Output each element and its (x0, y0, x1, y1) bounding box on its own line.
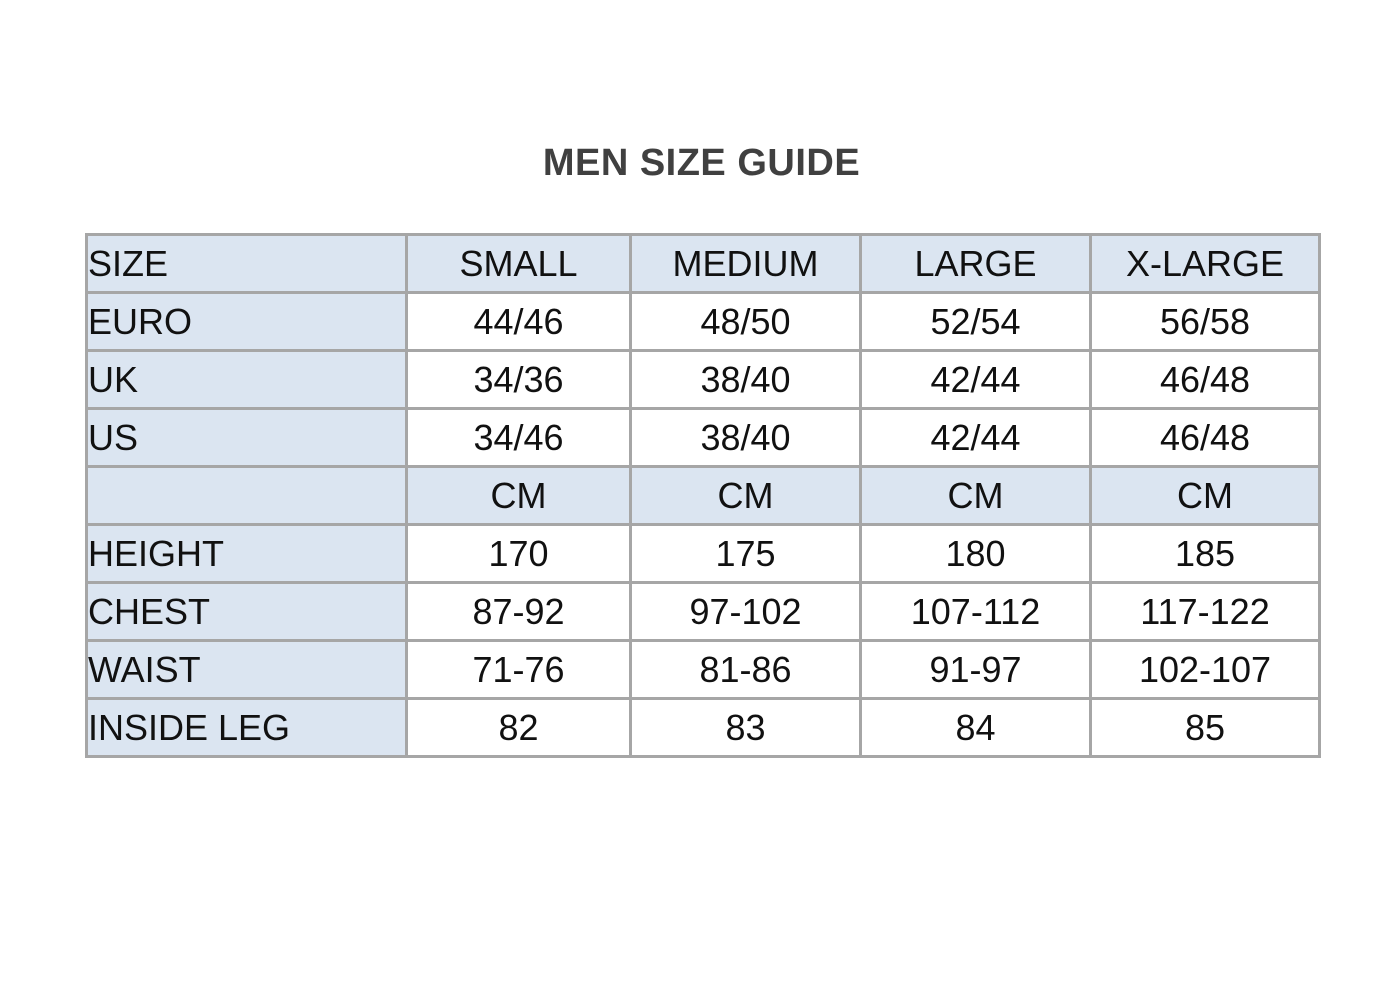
table-row-cm-units: CM CM CM CM (85, 465, 1321, 526)
cell-value: 56/58 (1089, 291, 1321, 352)
cell-value: 71-76 (405, 639, 632, 700)
page-title: MEN SIZE GUIDE (542, 142, 861, 184)
cell-value: 52/54 (859, 291, 1092, 352)
cell-value: 82 (405, 697, 632, 758)
cell-value: 34/46 (405, 407, 632, 468)
cell-value: 84 (859, 697, 1092, 758)
men-size-guide-table: SIZE SMALL MEDIUM LARGE X-LARGE EURO 44/… (85, 233, 1321, 758)
cell-value: 185 (1089, 523, 1321, 584)
header-medium: MEDIUM (629, 233, 862, 294)
header-large: LARGE (859, 233, 1092, 294)
cell-value: 102-107 (1089, 639, 1321, 700)
cell-value: 38/40 (629, 407, 862, 468)
cell-unit: CM (1089, 465, 1321, 526)
cell-value: 83 (629, 697, 862, 758)
row-label: UK (85, 349, 408, 410)
header-small: SMALL (405, 233, 632, 294)
cell-value: 85 (1089, 697, 1321, 758)
cell-value: 175 (629, 523, 862, 584)
table-header-row: SIZE SMALL MEDIUM LARGE X-LARGE (85, 233, 1321, 294)
table-row-us: US 34/46 38/40 42/44 46/48 (85, 407, 1321, 468)
table-row-height: HEIGHT 170 175 180 185 (85, 523, 1321, 584)
cell-unit: CM (859, 465, 1092, 526)
cell-value: 97-102 (629, 581, 862, 642)
row-label: CHEST (85, 581, 408, 642)
header-size: SIZE (85, 233, 408, 294)
cell-value: 91-97 (859, 639, 1092, 700)
cell-value: 87-92 (405, 581, 632, 642)
table-row-euro: EURO 44/46 48/50 52/54 56/58 (85, 291, 1321, 352)
row-label-empty (85, 465, 408, 526)
cell-value: 42/44 (859, 407, 1092, 468)
table-row-waist: WAIST 71-76 81-86 91-97 102-107 (85, 639, 1321, 700)
cell-value: 42/44 (859, 349, 1092, 410)
cell-value: 46/48 (1089, 349, 1321, 410)
cell-value: 34/36 (405, 349, 632, 410)
cell-value: 117-122 (1089, 581, 1321, 642)
cell-unit: CM (405, 465, 632, 526)
cell-value: 48/50 (629, 291, 862, 352)
title-container: MEN SIZE GUIDE (85, 142, 1318, 185)
cell-value: 81-86 (629, 639, 862, 700)
table-row-inside-leg: INSIDE LEG 82 83 84 85 (85, 697, 1321, 758)
cell-value: 44/46 (405, 291, 632, 352)
row-label: US (85, 407, 408, 468)
table-row-uk: UK 34/36 38/40 42/44 46/48 (85, 349, 1321, 410)
cell-unit: CM (629, 465, 862, 526)
cell-value: 180 (859, 523, 1092, 584)
table-row-chest: CHEST 87-92 97-102 107-112 117-122 (85, 581, 1321, 642)
cell-value: 170 (405, 523, 632, 584)
cell-value: 38/40 (629, 349, 862, 410)
row-label: INSIDE LEG (85, 697, 408, 758)
cell-value: 107-112 (859, 581, 1092, 642)
cell-value: 46/48 (1089, 407, 1321, 468)
row-label: WAIST (85, 639, 408, 700)
header-xlarge: X-LARGE (1089, 233, 1321, 294)
row-label: HEIGHT (85, 523, 408, 584)
row-label: EURO (85, 291, 408, 352)
